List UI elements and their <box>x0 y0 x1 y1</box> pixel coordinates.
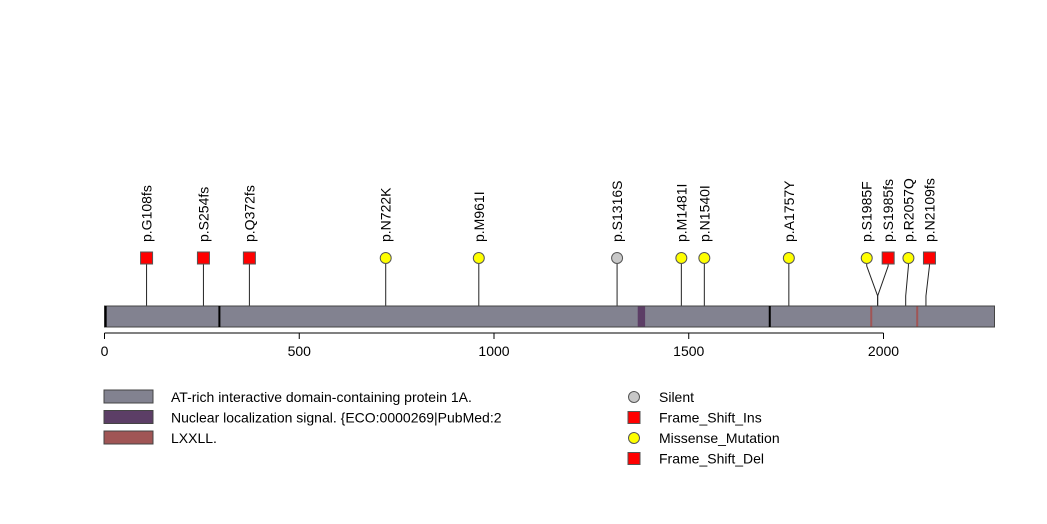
mutation-stems <box>146 258 930 306</box>
mutation-marker-p.S1985F <box>860 252 873 264</box>
domain-segment-2 <box>916 306 919 327</box>
mutation-marker-p.N1540I <box>698 252 711 264</box>
mutation-marker-p.S254fs <box>196 251 210 265</box>
x-tick-label-1000: 1000 <box>478 343 509 359</box>
mutation-label-p.G108fs: p.G108fs <box>139 185 155 242</box>
mutation-legend-marker-0 <box>628 391 640 403</box>
domain-legend-swatch-0 <box>103 389 154 404</box>
mutation-label-p.S1985F: p.S1985F <box>859 181 875 242</box>
domain-legend: AT-rich interactive domain-containing pr… <box>103 389 502 446</box>
domain-legend-label-0: AT-rich interactive domain-containing pr… <box>171 389 472 405</box>
x-tick-label-0: 0 <box>101 343 109 359</box>
domain-legend-label-2: LXXLL. <box>171 430 217 446</box>
mutation-legend-label-2: Missense_Mutation <box>659 430 780 446</box>
mutation-legend-marker-2 <box>628 432 640 444</box>
mutation-legend-marker-3 <box>627 452 641 465</box>
protein-track <box>104 305 995 328</box>
mutation-stem-p.N2109fs <box>925 258 930 306</box>
mutation-marker-p.R2057Q <box>902 252 915 264</box>
mutation-marker-p.N2109fs <box>922 251 936 265</box>
mutation-stem-p.S1985F <box>866 258 879 306</box>
mutation-marker-p.M1481I <box>675 252 688 264</box>
mutation-legend-label-0: Silent <box>659 389 694 405</box>
mutation-marker-p.G108fs <box>140 251 154 265</box>
mutation-marker-p.S1985fs <box>881 251 895 265</box>
mutation-stem-p.R2057Q <box>905 258 909 306</box>
x-axis: 0 500 1000 1500 2000 <box>101 332 899 359</box>
mutation-marker-p.S1316S <box>611 252 624 264</box>
domain-legend-swatch-1 <box>103 410 154 424</box>
mutation-markers <box>140 251 936 265</box>
mutation-label-p.S1985fs: p.S1985fs <box>880 179 896 242</box>
mutation-label-p.M961I: p.M961I <box>471 191 487 242</box>
mutation-label-p.A1757Y: p.A1757Y <box>781 180 797 242</box>
mutation-labels: p.G108fs p.S254fs p.Q372fs p.N722K p.M961I p.… <box>139 178 938 242</box>
mutation-type-legend: Silent Frame_Shift_Ins Missense_Mutation Fr… <box>627 389 780 467</box>
mutation-stem-p.S1985fs <box>877 258 889 306</box>
mutation-marker-p.A1757Y <box>782 252 795 264</box>
domain-legend-swatch-2 <box>103 430 154 445</box>
mutation-label-p.Q372fs: p.Q372fs <box>241 185 257 242</box>
domain-legend-label-1: Nuclear localization signal. {ECO:000026… <box>171 410 502 426</box>
x-tick-label-1500: 1500 <box>673 343 704 359</box>
mutation-legend-marker-1 <box>627 411 641 424</box>
mutation-marker-p.M961I <box>472 252 485 264</box>
mutation-label-p.N2109fs: p.N2109fs <box>921 178 937 242</box>
mutation-legend-label-3: Frame_Shift_Del <box>659 451 764 467</box>
mutation-marker-p.Q372fs <box>242 251 256 265</box>
mutation-label-p.S1316S: p.S1316S <box>609 181 625 243</box>
mutation-label-p.M1481I: p.M1481I <box>673 184 689 242</box>
mutation-label-p.S254fs: p.S254fs <box>195 187 211 242</box>
mutation-marker-p.N722K <box>379 252 392 264</box>
domain-segment-0 <box>637 306 646 327</box>
x-tick-label-500: 500 <box>288 343 312 359</box>
mutation-label-p.N722K: p.N722K <box>378 187 394 242</box>
mutation-label-p.N1540I: p.N1540I <box>696 185 712 242</box>
mutation-legend-label-1: Frame_Shift_Ins <box>659 410 762 426</box>
x-tick-label-2000: 2000 <box>868 343 899 359</box>
protein-bar <box>104 305 995 328</box>
mutation-label-p.R2057Q: p.R2057Q <box>900 178 916 242</box>
domain-segment-1 <box>870 306 873 327</box>
